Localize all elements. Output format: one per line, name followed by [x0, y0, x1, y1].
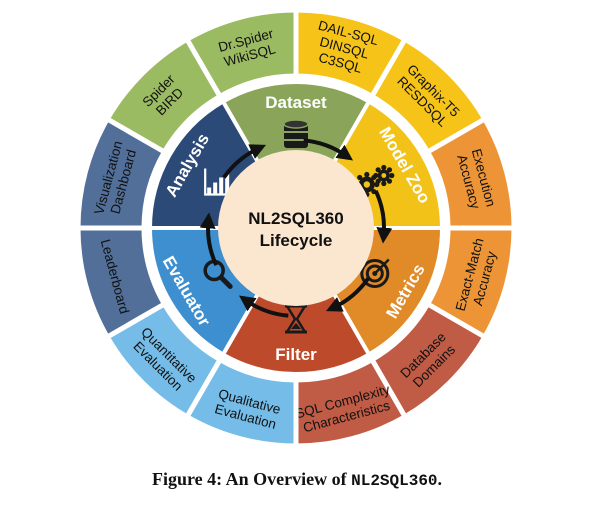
stage-label: Dataset: [265, 93, 327, 112]
cycle-arrow: [303, 138, 354, 161]
center-circle: [218, 150, 374, 306]
database-icon: [283, 119, 309, 148]
center-title: NL2SQL360: [248, 209, 343, 228]
cycle-arrow: [325, 277, 370, 312]
target-icon: [360, 258, 390, 288]
caption-prefix: Figure 4: An Overview of: [151, 469, 352, 489]
cycle-arrow: [373, 189, 393, 244]
bar-chart-icon: [204, 168, 231, 196]
lifecycle-diagram: SpiderBIRDDr.SpiderWikiSQLDAIL-SQLDINSQL…: [75, 7, 517, 449]
figure-caption: Figure 4: An Overview of NL2SQL360.: [0, 464, 594, 494]
cycle-arrow: [238, 295, 289, 318]
caption-system-name: NL2SQL360: [351, 472, 438, 490]
outer-ring: SpiderBIRDDr.SpiderWikiSQLDAIL-SQLDINSQL…: [75, 7, 517, 449]
center-hub: NL2SQL360 Lifecycle: [218, 150, 374, 306]
caption-suffix: .: [437, 469, 443, 489]
stage-label: Filter: [275, 345, 317, 364]
outer-segment-shape: [75, 116, 167, 231]
cycle-arrow: [199, 212, 219, 267]
outer-segment: Leaderboard: [75, 225, 167, 340]
cycle-arrows: [199, 138, 393, 318]
cycle-arrow: [222, 144, 267, 179]
center-subtitle: Lifecycle: [260, 231, 333, 250]
